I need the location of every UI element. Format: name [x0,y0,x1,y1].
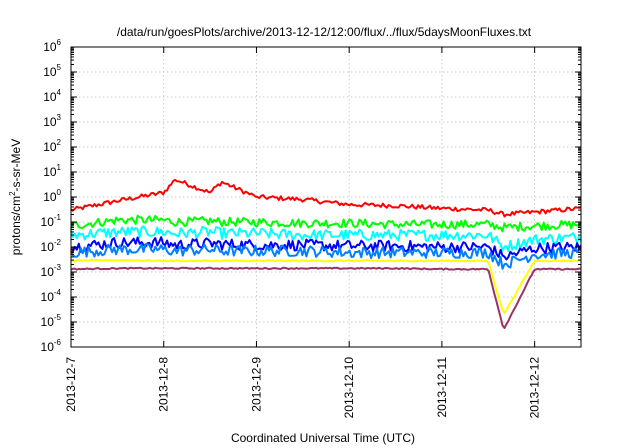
x-tick-label: 2013-12-9 [249,357,263,412]
y-axis-label-rest: -s-sr-MeV [9,139,23,192]
x-axis-label: Coordinated Universal Time (UTC) [231,431,415,445]
series-line [70,225,582,253]
series-line [70,236,582,261]
x-tick-label: 2013-12-7 [64,357,78,412]
y-tick-label: 106 [43,38,61,54]
x-tick-label: 2013-12-10 [342,357,356,419]
y-tick-label: 100 [43,188,61,204]
y-axis-label-exp: 2 [8,191,17,196]
series-line [70,243,582,270]
y-tick-label: 10-4 [41,288,62,304]
y-tick-label: 104 [43,88,61,104]
x-tick-label: 2013-12-8 [157,357,171,412]
ticks: 10-6 10-5 10-4 10-3 10-2 10-1 100 101 102 103 104 1… [41,38,581,418]
series-line [70,258,582,315]
y-tick-label: 10-6 [41,338,62,354]
y-tick-label: 10-2 [41,238,62,254]
x-tick-label: 2013-12-11 [435,357,449,418]
y-axis-label: protons/cm2-s-sr-MeV [8,139,23,255]
y-tick-label: 10-3 [41,263,62,279]
series-line [70,178,582,218]
y-tick-label: 10-1 [41,213,62,229]
y-axis-label-base: protons/cm [9,196,23,255]
series-line [70,266,581,329]
y-tick-label: 105 [43,63,61,79]
x-tick-label: 2013-12-12 [528,357,542,419]
y-tick-label: 101 [43,163,61,179]
chart-title: /data/run/goesPlots/archive/2013-12-12/1… [117,25,532,39]
series-layer [70,178,582,329]
y-tick-label: 10-5 [41,313,62,329]
y-tick-label: 102 [43,138,61,154]
series-line [70,214,582,233]
svg-text:protons/cm2-s-sr-MeV: protons/cm2-s-sr-MeV [8,139,23,255]
y-tick-label: 103 [43,113,61,129]
